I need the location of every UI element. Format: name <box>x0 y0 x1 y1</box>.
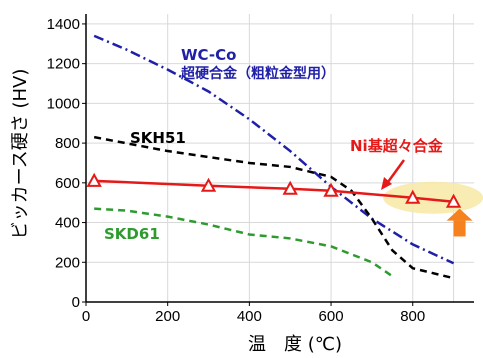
series-point <box>282 180 298 195</box>
y-tick-label: 1000 <box>47 95 80 112</box>
series-line-1 <box>93 135 454 280</box>
series-point <box>405 189 421 204</box>
y-tick-label: 1200 <box>47 56 80 73</box>
series-line-3 <box>94 179 454 203</box>
series-point <box>445 193 462 208</box>
up-arrow-head <box>446 208 473 221</box>
series-label-0-line2: 超硬合金（粗粒金型用） <box>180 65 335 82</box>
y-tick-label: 0 <box>72 294 80 311</box>
y-axis-label: ビッカース硬さ (HV) <box>10 69 31 240</box>
series-lines <box>93 34 455 280</box>
x-axis-label: 温 度 (℃) <box>248 334 342 355</box>
series-label-1: SKH51 <box>130 129 186 147</box>
tick-labels: 0 200 400 600 800 1000 1200 1400 0 200 400 600 800 <box>47 16 426 325</box>
x-tick-label: 600 <box>319 308 344 325</box>
series-line-0 <box>93 34 455 265</box>
axes <box>82 14 474 306</box>
series-point <box>323 182 339 197</box>
x-tick-label: 400 <box>237 308 262 325</box>
series-label-2: SKD61 <box>104 225 160 243</box>
series-line-2 <box>94 207 394 278</box>
series-point <box>86 172 102 187</box>
ni-label-pointer <box>386 159 406 183</box>
x-tick-label: 800 <box>400 308 425 325</box>
x-tick-label: 200 <box>155 308 180 325</box>
up-arrow-shaft <box>453 220 466 237</box>
y-tick-label: 1400 <box>47 16 80 33</box>
series-markers <box>86 172 462 208</box>
highlight-region <box>383 181 483 237</box>
x-tick-label: 0 <box>82 308 90 325</box>
series-point <box>200 177 217 192</box>
series-label-0: WC-Co <box>181 46 236 64</box>
series-label-3: Ni基超々合金 <box>350 137 444 155</box>
y-tick-label: 600 <box>55 175 80 192</box>
y-tick-label: 800 <box>55 135 80 152</box>
y-tick-label: 200 <box>55 254 80 271</box>
ni-label-pointer-head <box>381 177 392 190</box>
y-tick-label: 400 <box>55 215 80 232</box>
